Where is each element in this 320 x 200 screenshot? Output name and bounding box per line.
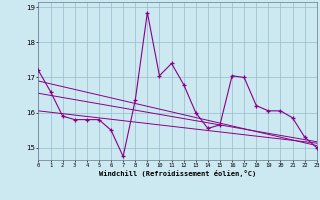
X-axis label: Windchill (Refroidissement éolien,°C): Windchill (Refroidissement éolien,°C) [99, 170, 256, 177]
